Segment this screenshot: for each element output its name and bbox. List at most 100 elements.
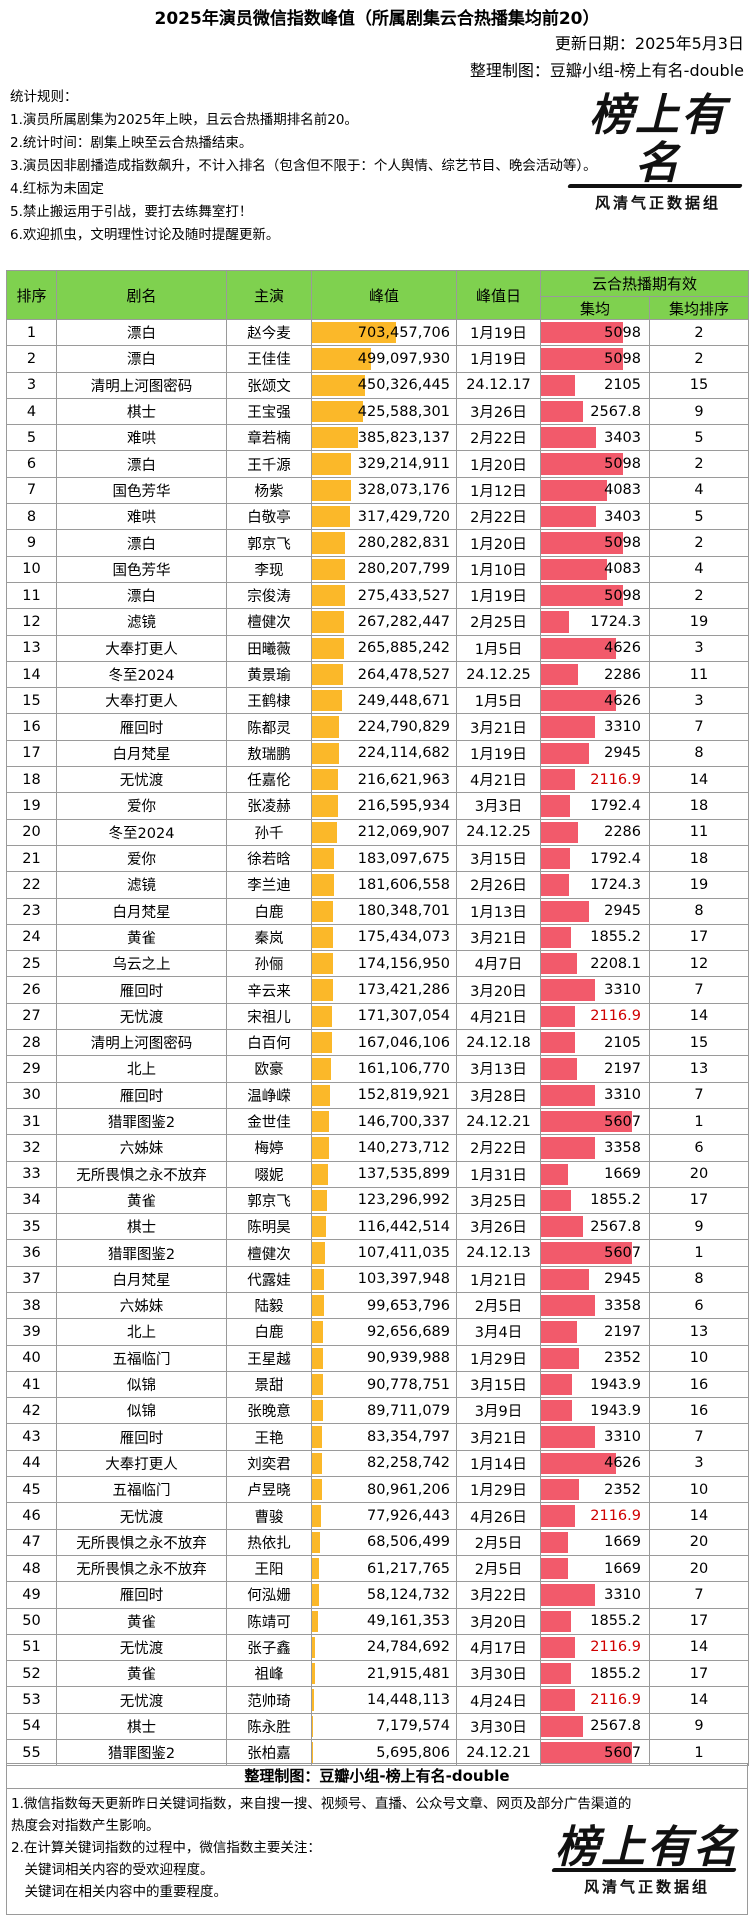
avg-cell: 5098 <box>540 581 650 610</box>
peak-date-cell: 3月20日 <box>456 976 541 1004</box>
actor-cell: 范帅琦 <box>226 1686 312 1714</box>
table-row: 20 冬至2024 孙千 212,069,907 24.12.25 2286 11 <box>6 818 750 846</box>
peak-cell: 49,161,353 <box>311 1607 457 1635</box>
avg-bar <box>541 1531 568 1553</box>
peak-date-cell: 4月24日 <box>456 1686 541 1714</box>
avg-value: 3310 <box>604 719 641 736</box>
actor-cell: 檀健次 <box>226 1239 312 1267</box>
drama-cell: 无忧渡 <box>56 1686 227 1714</box>
avg-bar <box>541 1084 595 1106</box>
peak-bar <box>312 953 333 975</box>
rank-cell: 2 <box>6 345 57 373</box>
avg-value: 3403 <box>604 429 641 446</box>
table-row: 24 黄雀 秦岚 175,434,073 3月21日 1855.2 17 <box>6 923 750 952</box>
rank-cell: 18 <box>6 766 57 794</box>
rank-cell: 39 <box>6 1318 57 1346</box>
actor-cell: 陈都灵 <box>226 713 312 741</box>
col-peak: 峰值 <box>311 270 457 320</box>
peak-bar <box>312 348 372 370</box>
peak-cell: 21,915,481 <box>311 1660 457 1688</box>
avg-rank-cell: 18 <box>648 792 750 820</box>
actor-cell: 徐若晗 <box>226 844 312 873</box>
actor-cell: 宗俊涛 <box>226 581 312 610</box>
avg-value: 1669 <box>604 1534 641 1551</box>
logo-swoosh <box>567 184 743 188</box>
table-row: 4 棋士 王宝强 425,588,301 3月26日 2567.8 9 <box>6 397 750 426</box>
avg-value: 2105 <box>604 1034 641 1051</box>
avg-cell: 3403 <box>540 424 650 452</box>
avg-cell: 1724.3 <box>540 871 650 899</box>
avg-bar <box>541 1110 632 1133</box>
rank-cell: 1 <box>6 318 57 347</box>
peak-value: 329,214,911 <box>357 456 450 473</box>
avg-bar <box>541 1373 573 1396</box>
avg-bar <box>541 1663 572 1685</box>
peak-value: 703,457,706 <box>357 324 450 341</box>
peak-bar <box>312 400 363 423</box>
peak-date-cell: 3月21日 <box>456 923 541 952</box>
avg-bar <box>541 874 569 896</box>
table-row: 52 黄雀 祖峰 21,915,481 3月30日 1855.2 17 <box>6 1660 750 1688</box>
rank-cell: 9 <box>6 529 57 557</box>
rank-cell: 13 <box>6 634 57 662</box>
avg-rank-cell: 16 <box>648 1370 750 1399</box>
avg-value: 2105 <box>604 377 641 394</box>
actor-cell: 任嘉伦 <box>226 766 312 794</box>
rank-cell: 54 <box>6 1712 57 1741</box>
avg-rank-cell: 9 <box>648 1712 750 1741</box>
rank-cell: 25 <box>6 950 57 978</box>
rule-item: 1.演员所属剧集为2025年上映，且云合热播期排名前20。 <box>10 112 358 128</box>
peak-cell: 92,656,689 <box>311 1318 457 1346</box>
avg-rank-cell: 3 <box>648 1449 750 1478</box>
avg-bar <box>541 1242 632 1264</box>
rank-cell: 46 <box>6 1502 57 1530</box>
avg-rank-cell: 2 <box>648 345 750 373</box>
avg-bar <box>541 926 572 949</box>
avg-cell: 4083 <box>540 476 650 505</box>
peak-cell: 99,653,796 <box>311 1291 457 1320</box>
peak-date-cell: 2月22日 <box>456 1134 541 1162</box>
avg-value: 1792.4 <box>590 850 641 867</box>
avg-rank-cell: 7 <box>648 1581 750 1609</box>
avg-bar <box>541 611 569 633</box>
peak-bar <box>312 1110 330 1133</box>
peak-value: 216,595,934 <box>357 797 450 814</box>
col-actor: 主演 <box>226 270 312 320</box>
rank-cell: 15 <box>6 687 57 715</box>
avg-cell: 3310 <box>540 713 650 741</box>
avg-bar <box>541 322 624 344</box>
peak-value: 180,348,701 <box>357 903 450 920</box>
peak-cell: 328,073,176 <box>311 476 457 505</box>
avg-bar <box>541 1058 577 1080</box>
avg-rank-cell: 14 <box>648 1502 750 1530</box>
avg-bar <box>541 558 608 580</box>
peak-bar <box>312 427 358 449</box>
avg-value: 2286 <box>604 824 641 841</box>
peak-cell: 116,442,514 <box>311 1213 457 1241</box>
peak-value: 224,114,682 <box>357 745 450 762</box>
peak-value: 90,778,751 <box>366 1376 450 1393</box>
avg-value: 4083 <box>604 482 641 499</box>
table-row: 53 无忧渡 范帅琦 14,448,113 4月24日 2116.9 14 <box>6 1686 750 1714</box>
drama-cell: 无忧渡 <box>56 1633 227 1662</box>
peak-date-cell: 1月5日 <box>456 634 541 662</box>
table-row: 49 雁回时 何泓姗 58,124,732 3月22日 3310 7 <box>6 1581 750 1609</box>
drama-cell: 白月梵星 <box>56 897 227 925</box>
drama-cell: 猎罪图鉴2 <box>56 1239 227 1267</box>
drama-cell: 爱你 <box>56 792 227 820</box>
table-row: 30 雁回时 温峥嵘 152,819,921 3月28日 3310 7 <box>6 1081 750 1109</box>
drama-cell: 国色芳华 <box>56 555 227 583</box>
peak-bar <box>312 453 352 475</box>
peak-value: 58,124,732 <box>366 1586 450 1603</box>
drama-cell: 黄雀 <box>56 1660 227 1688</box>
rank-cell: 47 <box>6 1528 57 1556</box>
peak-bar <box>312 1321 323 1343</box>
avg-value: 1855.2 <box>590 1665 641 1682</box>
actor-cell: 景甜 <box>226 1370 312 1399</box>
avg-bar <box>541 742 589 765</box>
peak-date-cell: 1月29日 <box>456 1344 541 1372</box>
drama-cell: 雁回时 <box>56 1423 227 1451</box>
avg-value: 1724.3 <box>590 613 641 630</box>
peak-bar <box>312 1032 332 1054</box>
avg-bar <box>541 1137 596 1159</box>
